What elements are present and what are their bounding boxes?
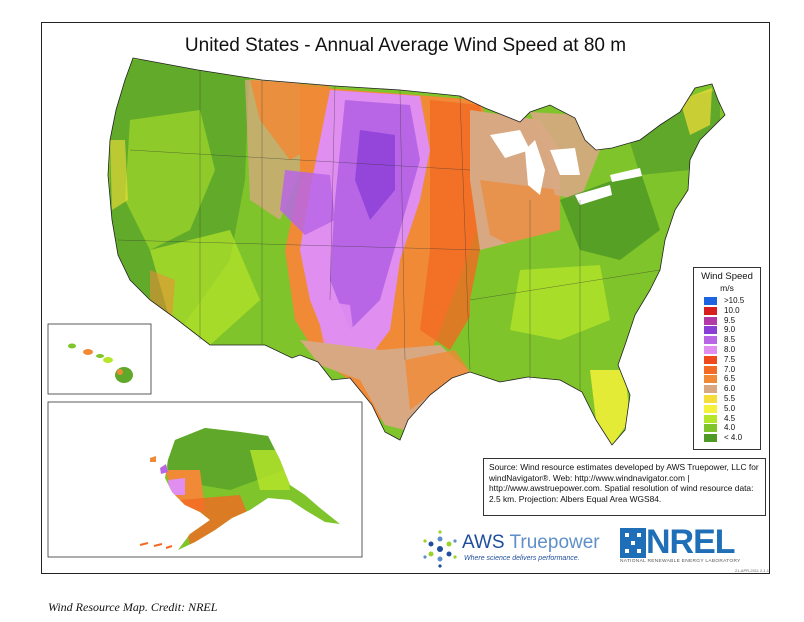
legend-label: 6.0 <box>724 384 736 394</box>
aws-truepower-logo: AWS Truepower Where science delivers per… <box>420 529 610 569</box>
aws-dot-icon <box>423 530 457 568</box>
aws-wordmark: AWS Truepower <box>462 532 600 553</box>
hawaii-inset <box>47 323 152 395</box>
legend-item: >10.5 <box>704 296 760 306</box>
legend-label: 10.0 <box>724 305 740 315</box>
legend-swatch <box>704 365 717 374</box>
legend-item: 7.5 <box>704 354 760 365</box>
legend-item: 9.0 <box>704 325 760 335</box>
legend-label: 9.5 <box>724 315 736 325</box>
legend-item: 4.5 <box>704 413 760 424</box>
legend-label: >10.5 <box>724 296 745 305</box>
legend-swatch <box>704 306 717 315</box>
legend-swatch <box>704 355 717 364</box>
map-title: United States - Annual Average Wind Spee… <box>184 35 627 56</box>
legend-label: 4.5 <box>724 413 736 423</box>
legend-swatch <box>704 395 717 403</box>
nrel-mark-icon <box>620 528 646 558</box>
legend-label: 8.5 <box>724 335 736 345</box>
legend-label: 8.0 <box>724 345 736 354</box>
legend-swatch <box>704 424 717 433</box>
legend-item: 5.5 <box>704 394 760 404</box>
legend-swatch <box>704 326 717 335</box>
version-stamp: 21-APR-2011 2.1.1 <box>735 568 769 573</box>
alaska-inset <box>47 401 363 558</box>
legend-label: 5.5 <box>724 394 736 403</box>
legend-label: 4.0 <box>724 423 736 433</box>
legend-swatch <box>704 404 717 413</box>
nrel-wordmark: NREL <box>646 523 736 561</box>
figure-caption: Wind Resource Map. Credit: NREL <box>48 600 218 614</box>
legend-label: 5.0 <box>724 403 736 413</box>
legend-item: 8.5 <box>704 335 760 345</box>
legend: Wind Speed m/s >10.5 10.0 9.5 9.0 8.5 8.0 7.5 7… <box>693 267 761 450</box>
legend-item: 10.0 <box>704 305 760 316</box>
legend-swatch <box>704 385 717 394</box>
legend-swatch <box>704 297 717 305</box>
nrel-logo: NREL NATIONAL RENEWABLE ENERGY LABORATOR… <box>620 523 768 570</box>
legend-item: < 4.0 <box>704 433 760 443</box>
legend-label: 6.5 <box>724 374 736 384</box>
legend-swatch <box>704 375 717 384</box>
legend-label: 7.0 <box>724 364 736 374</box>
contiguous-us <box>107 57 726 446</box>
legend-swatch <box>704 434 717 443</box>
legend-swatch <box>704 336 717 345</box>
state-boundaries <box>117 70 661 390</box>
legend-title: Wind Speed <box>701 271 753 282</box>
nrel-subtitle: NATIONAL RENEWABLE ENERGY LABORATORY <box>620 559 741 564</box>
legend-item: 4.0 <box>704 423 760 433</box>
legend-item: 6.0 <box>704 384 760 394</box>
legend-item: 7.0 <box>704 364 760 375</box>
aws-tagline: Where science delivers performance. <box>464 555 580 562</box>
legend-item: 5.0 <box>704 403 760 414</box>
legend-label: 9.0 <box>724 325 736 335</box>
legend-swatch <box>704 346 717 354</box>
legend-swatch <box>704 414 717 423</box>
legend-item: 9.5 <box>704 315 760 326</box>
legend-item: 6.5 <box>704 374 760 384</box>
legend-swatch <box>704 316 717 325</box>
legend-unit: m/s <box>720 283 734 293</box>
legend-label: 7.5 <box>724 354 736 364</box>
source-note: Source: Wind resource estimates develope… <box>483 458 766 516</box>
legend-label: < 4.0 <box>724 433 743 443</box>
legend-item: 8.0 <box>704 345 760 355</box>
